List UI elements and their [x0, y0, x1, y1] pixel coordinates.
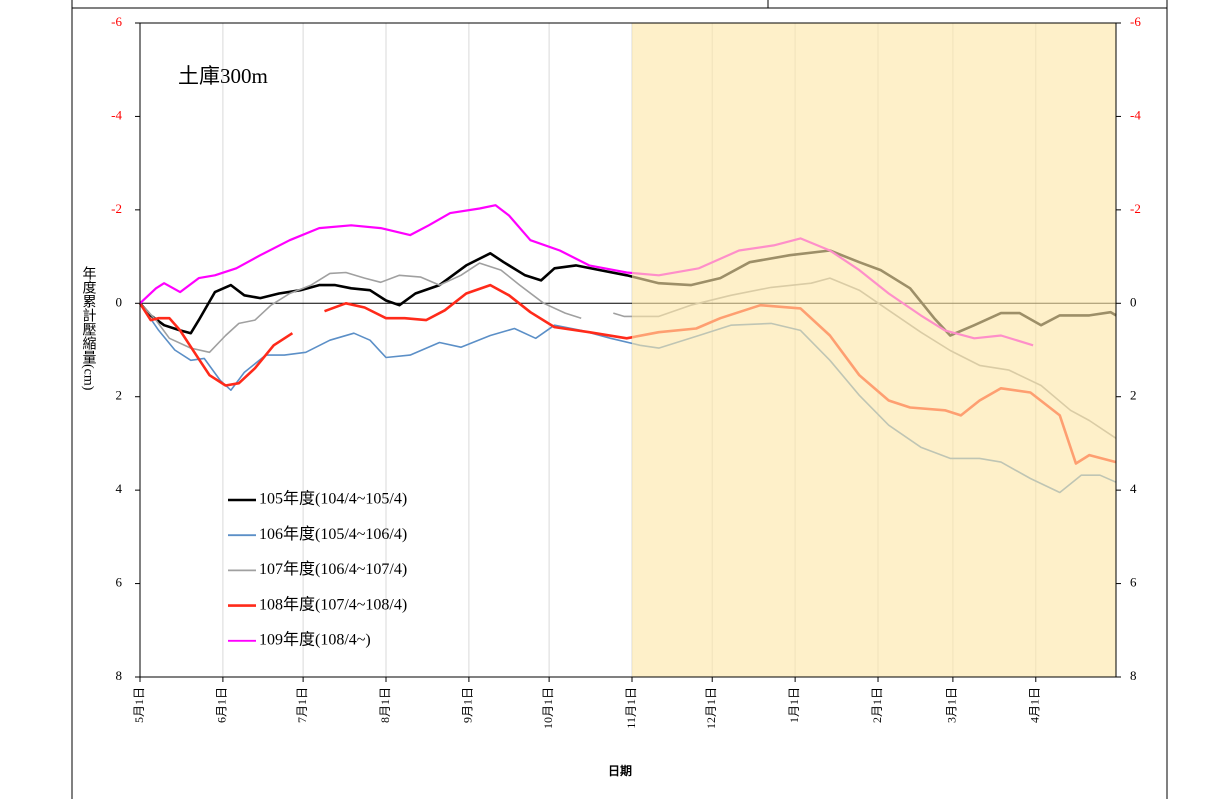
- x-tick-label: 11月1日: [624, 687, 638, 729]
- y-axis-label: 年度累計壓縮量(cm): [81, 266, 97, 391]
- x-tick-label: 3月1日: [945, 687, 959, 723]
- x-tick-label: 1月1日: [787, 687, 801, 723]
- y-tick-label: -6: [111, 14, 122, 29]
- y-tick-label: 4: [116, 481, 123, 496]
- highlight-band: [632, 23, 1116, 677]
- y2-tick-label: 0: [1130, 294, 1137, 309]
- y2-tick-label: 2: [1130, 388, 1137, 403]
- y-tick-label: -4: [111, 107, 122, 122]
- annotation: 土庫300m: [178, 64, 268, 88]
- y-tick-label: -2: [111, 201, 122, 216]
- y-tick-label: 0: [116, 294, 123, 309]
- legend-label: 107年度(106/4~107/4): [259, 560, 407, 578]
- x-tick-label: 6月1日: [215, 687, 229, 723]
- legend-label: 106年度(105/4~106/4): [259, 525, 407, 543]
- x-tick-label: 5月1日: [132, 687, 146, 723]
- y2-tick-label: 6: [1130, 575, 1137, 590]
- y2-tick-label: -4: [1130, 107, 1141, 122]
- x-tick-label: 2月1日: [870, 687, 884, 723]
- y2-tick-label: -6: [1130, 14, 1141, 29]
- x-tick-label: 4月1日: [1028, 687, 1042, 723]
- legend-label: 108年度(107/4~108/4): [259, 595, 407, 613]
- x-tick-label: 9月1日: [461, 687, 475, 723]
- x-tick-label: 8月1日: [378, 687, 392, 723]
- plot: 5月1日 6月1日 7月1日 8月1日 9月1日 10月1日 11月1日 12月1日 1月1日 2…: [111, 14, 1141, 729]
- x-axis-label: 日期: [608, 763, 632, 778]
- x-tick-label: 12月1日: [704, 687, 718, 729]
- plot-border: [139, 22, 1117, 678]
- x-tick-label: 7月1日: [295, 687, 309, 723]
- x-tick-label: 10月1日: [541, 687, 555, 729]
- legend-label: 109年度(108/4~): [259, 630, 371, 648]
- y2-tick-label: -2: [1130, 201, 1141, 216]
- y2-tick-label: 8: [1130, 668, 1137, 683]
- legend-label: 105年度(104/4~105/4): [259, 490, 407, 508]
- y2-tick-label: 4: [1130, 481, 1137, 496]
- page-frame: [71, 0, 1168, 799]
- y-tick-label: 6: [116, 575, 123, 590]
- y-tick-label: 2: [116, 388, 123, 403]
- y-tick-label: 8: [116, 668, 123, 683]
